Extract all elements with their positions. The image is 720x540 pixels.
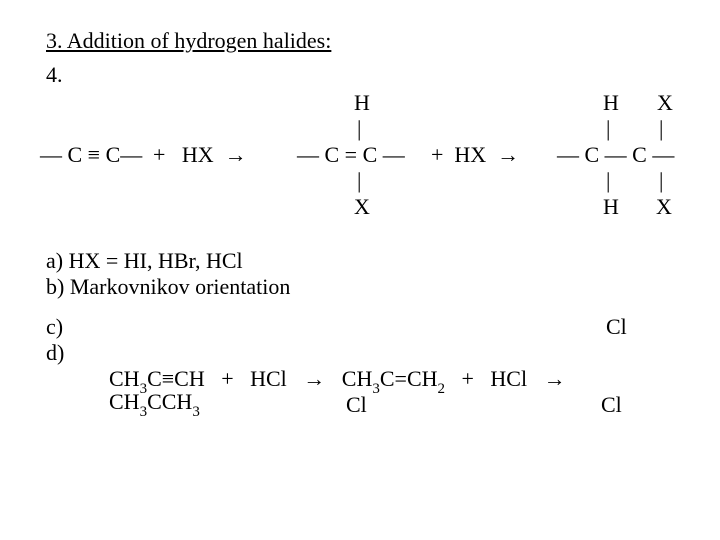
example-product-line: CH3CCH3: [76, 363, 200, 445]
reaction-bar-bot-3: |: [659, 168, 663, 194]
ex-prod-sub1: 3: [140, 404, 148, 420]
note-a: a) HX = HI, HBr, HCl: [46, 248, 674, 274]
reaction-bot-X2: X: [656, 194, 672, 220]
example-c-label: c): [46, 314, 63, 340]
notes-block: a) HX = HI, HBr, HCl b) Markovnikov orie…: [46, 248, 674, 300]
example-Cl-bot: Cl: [601, 392, 622, 418]
reaction-top-H1: H: [354, 90, 370, 116]
reaction-top-X1: X: [657, 90, 673, 116]
item-number-4: 4.: [46, 62, 674, 88]
reaction-bot-H1: H: [603, 194, 619, 220]
reaction-bar-top-1: |: [357, 116, 361, 142]
ex-lhs-sub2: 3: [372, 381, 380, 397]
reaction-scheme: H H X | | | — C ≡ C— + HX → — C = C — + …: [40, 90, 674, 240]
note-b: b) Markovnikov orientation: [46, 274, 674, 300]
ex-lhs-tail: + HCl →: [445, 366, 566, 391]
example-Cl-top: Cl: [606, 314, 627, 340]
ex-prod-pre: CH: [109, 389, 140, 414]
reaction-bar-top-3: |: [659, 116, 663, 142]
reaction-top-H2: H: [603, 90, 619, 116]
example-Cl-mid: Cl: [346, 392, 367, 418]
reaction-mid-alkane: — C — C —: [546, 142, 674, 168]
reaction-mid-plus1: + HX →: [142, 142, 247, 168]
example-d-label: d): [46, 340, 64, 366]
reaction-bar-bot-1: |: [357, 168, 361, 194]
reaction-bar-top-2: |: [606, 116, 610, 142]
ex-prod-mid: CCH: [147, 389, 192, 414]
reaction-mid-plus2: + HX →: [420, 142, 519, 168]
section-heading: 3. Addition of hydrogen halides:: [46, 28, 674, 54]
reaction-mid-alkene: — C = C —: [286, 142, 405, 168]
ex-prod-sub2: 3: [192, 404, 200, 420]
ex-lhs-sub3: 2: [438, 381, 446, 397]
reaction-bar-bot-2: |: [606, 168, 610, 194]
example-block: c) Cl d) CH3C≡CH + HCl → CH3C=CH2 + HCl …: [46, 314, 674, 444]
ex-lhs-post: C=CH: [380, 366, 438, 391]
reaction-bot-X1: X: [354, 194, 370, 220]
reaction-mid-alkyne: — C ≡ C—: [40, 142, 142, 168]
